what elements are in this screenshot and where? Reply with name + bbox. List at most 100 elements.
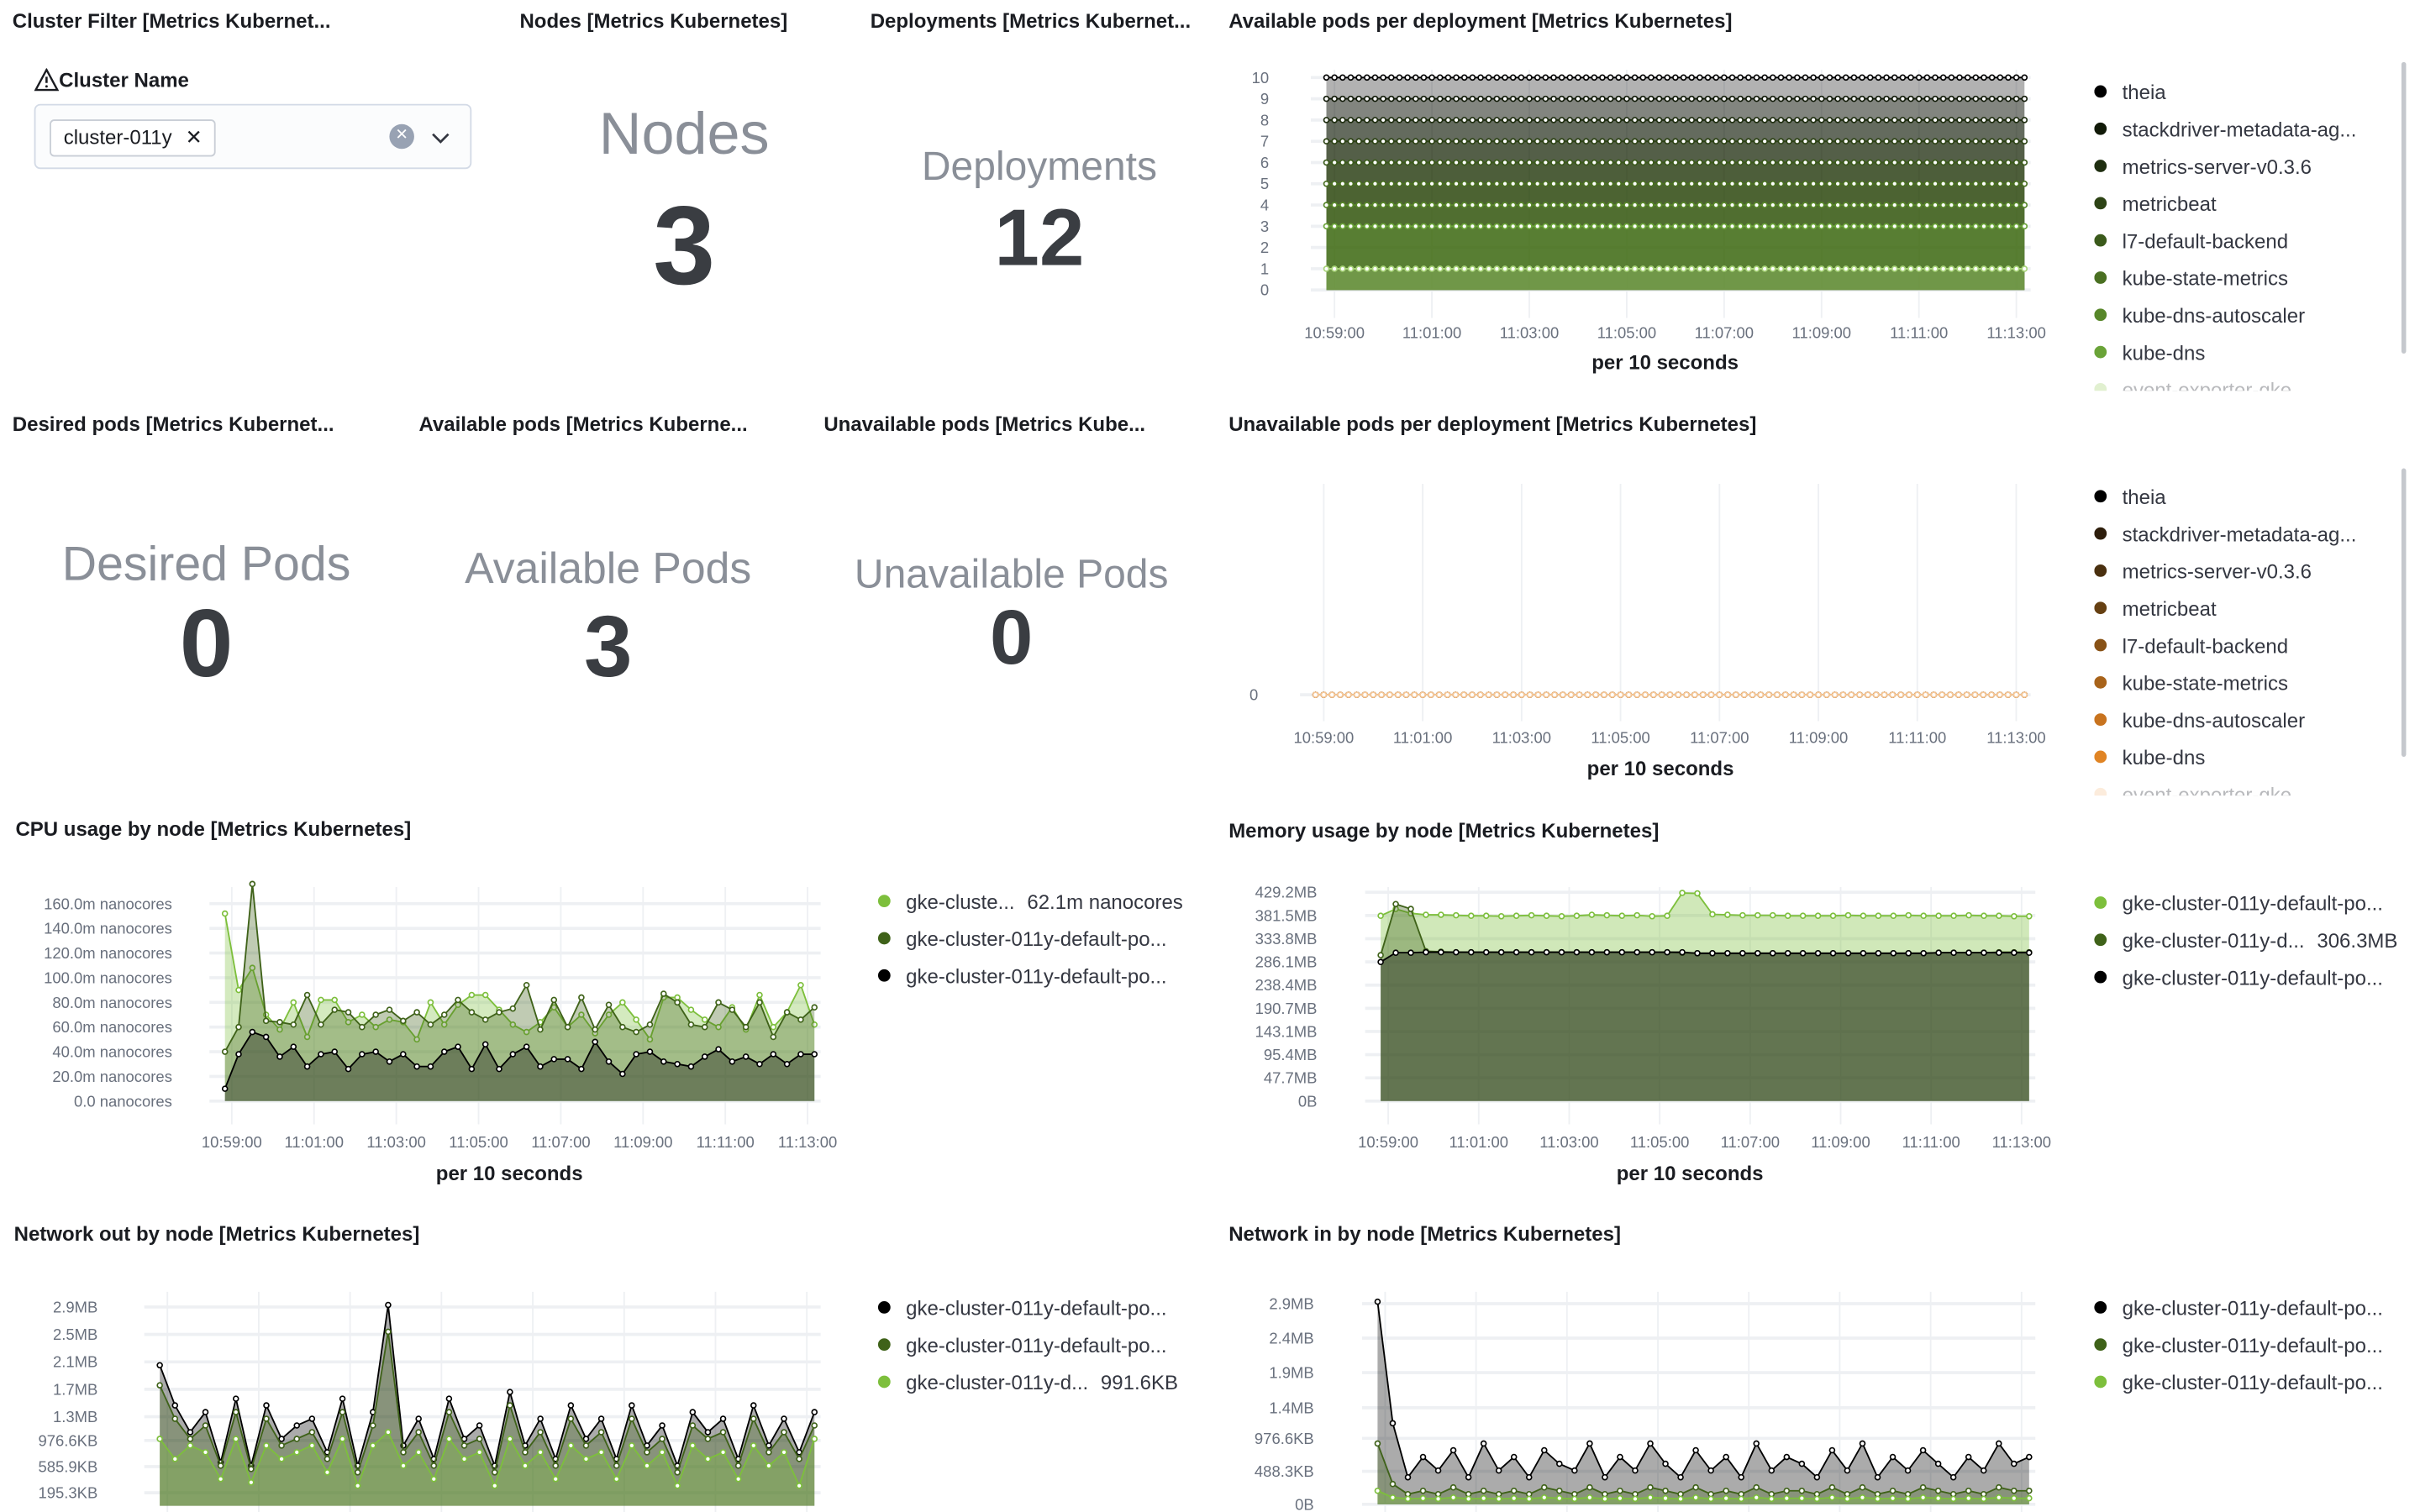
data-point [1899, 180, 1907, 187]
data-point [2012, 138, 2020, 144]
data-point [1518, 265, 1525, 272]
legend-item[interactable]: kube-dns [2094, 738, 2356, 775]
data-point [1680, 159, 1687, 166]
data-point [1394, 691, 1402, 698]
data-point [605, 1058, 613, 1065]
data-point [1526, 180, 1533, 187]
data-point [1420, 265, 1428, 272]
memory-title: Memory usage by node [Metrics Kubernetes… [1228, 818, 1660, 843]
clear-icon[interactable]: ✕ [389, 123, 414, 150]
data-point [1799, 912, 1807, 919]
legend-item[interactable]: theia [2094, 478, 2356, 515]
remove-chip-icon[interactable]: ✕ [185, 125, 203, 150]
legend-item[interactable]: event-exporter-gke [2094, 370, 2356, 391]
data-point [1842, 117, 1849, 123]
legend-label: metrics-server-v0.3.6 [2122, 154, 2312, 178]
data-point [1738, 1473, 1744, 1481]
data-point [687, 1021, 695, 1028]
data-point [1323, 95, 1330, 102]
data-point [1550, 74, 1557, 81]
data-point [1728, 95, 1736, 102]
cpu-legend: gke-cluste... 62.1m nanocores gke-cluster-… [877, 882, 1183, 994]
x-tick-label: 11:13:00 [778, 1133, 837, 1151]
data-point [1453, 265, 1460, 272]
legend-item[interactable]: gke-cluster-011y-default-po... [2094, 884, 2397, 921]
data-point [509, 1021, 517, 1028]
legend-item[interactable]: gke-cluster-011y-default-po... [2094, 958, 2397, 995]
data-point [1460, 74, 1468, 81]
data-point [1721, 117, 1728, 123]
data-point [1753, 95, 1760, 102]
data-point [1777, 117, 1785, 123]
data-point [1444, 691, 1451, 698]
data-point [1658, 691, 1665, 698]
data-point [1859, 159, 1865, 166]
legend-item[interactable]: l7-default-backend [2094, 222, 2356, 259]
data-point [1850, 138, 1858, 144]
y-tick-label: 238.4MB [1255, 976, 1318, 994]
data-point [1664, 74, 1671, 81]
selected-cluster-chip: cluster-011y ✕ [50, 119, 217, 157]
x-tick-label: 11:09:00 [1792, 323, 1851, 341]
data-point [1444, 265, 1452, 272]
data-point [1509, 74, 1517, 81]
data-point [1566, 95, 1574, 102]
legend-item[interactable]: metricbeat [2094, 590, 2356, 627]
legend-item[interactable]: stackdriver-metadata-ag... [2094, 515, 2356, 552]
legend-item[interactable]: event-exporter-gke [2094, 775, 2356, 796]
legend-item[interactable]: gke-cluster-011y-default-po... [877, 957, 1183, 994]
y-tick-label: 190.7MB [1255, 1000, 1318, 1017]
chevron-down-icon[interactable] [429, 127, 451, 149]
data-point [1364, 138, 1370, 144]
legend-item[interactable]: gke-cluster-011y-default-po... [2094, 1326, 2383, 1363]
legend-item[interactable]: kube-state-metrics [2094, 664, 2356, 701]
data-point [1444, 180, 1452, 187]
data-point [1745, 180, 1752, 187]
data-point [1404, 95, 1411, 102]
data-point [1599, 74, 1606, 81]
legend-item[interactable]: kube-dns [2094, 333, 2356, 370]
legend-item[interactable]: gke-cluste... 62.1m nanocores [877, 882, 1183, 919]
data-point [1965, 949, 1972, 956]
data-point [1899, 202, 1907, 208]
data-point [756, 1060, 763, 1068]
legend-item[interactable]: gke-cluster-011y-default-po... [877, 920, 1183, 957]
data-point [1935, 949, 1942, 956]
data-point [1939, 74, 1947, 81]
legend-item[interactable]: kube-state-metrics [2094, 259, 2356, 296]
data-point [1707, 691, 1715, 698]
legend-item[interactable]: theia [2094, 73, 2356, 110]
data-point [1810, 159, 1817, 166]
legend-item[interactable]: gke-cluster-011y-d... 306.3MB [2094, 921, 2397, 958]
legend-scrollbar-2[interactable] [2401, 468, 2407, 757]
data-point [715, 999, 722, 1006]
legend-scrollbar[interactable] [2401, 61, 2407, 354]
data-point [1834, 223, 1841, 230]
data-point [1866, 265, 1874, 272]
cluster-name-combobox[interactable]: cluster-011y ✕ ✕ [34, 103, 472, 170]
data-point [2005, 138, 2012, 144]
available-pods-value: 3 [583, 596, 633, 696]
legend-item[interactable]: l7-default-backend [2094, 627, 2356, 664]
legend-item[interactable]: kube-dns-autoscaler [2094, 701, 2356, 738]
data-point [221, 1048, 229, 1055]
data-point [646, 1021, 654, 1028]
data-point [1749, 691, 1756, 698]
legend-item[interactable]: gke-cluster-011y-default-po... [2094, 1289, 2383, 1326]
data-point [1721, 159, 1728, 166]
data-point [1642, 691, 1649, 698]
series-area [224, 1032, 815, 1101]
data-point [564, 1023, 571, 1031]
data-point [1631, 223, 1639, 230]
legend-item[interactable]: metricbeat [2094, 185, 2356, 222]
legend-item[interactable]: metrics-server-v0.3.6 [2094, 552, 2356, 589]
legend-item[interactable]: kube-dns-autoscaler [2094, 297, 2356, 333]
legend-item[interactable]: metrics-server-v0.3.6 [2094, 147, 2356, 184]
data-point [1582, 265, 1590, 272]
legend-item[interactable]: stackdriver-metadata-ag... [2094, 110, 2356, 147]
data-point [1753, 265, 1760, 272]
legend-item[interactable]: gke-cluster-011y-default-po... [2094, 1363, 2383, 1400]
data-point [1875, 912, 1882, 919]
data-point [1460, 265, 1468, 272]
legend-value: 306.3MB [2317, 927, 2398, 952]
